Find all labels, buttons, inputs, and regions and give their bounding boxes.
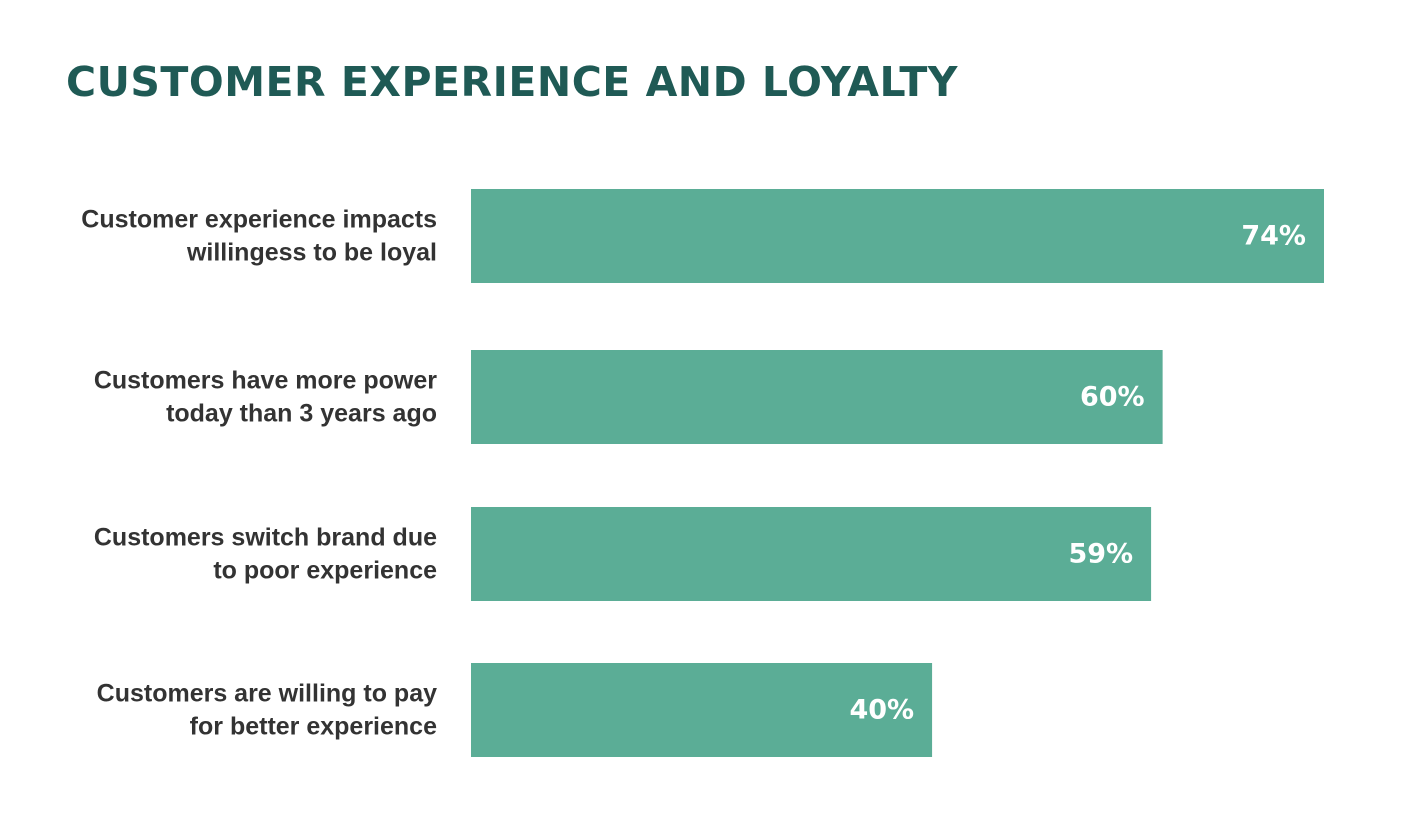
category-label: for better experience (190, 713, 437, 741)
bar-value-label: 40% (849, 695, 914, 726)
bar (471, 663, 933, 757)
bar-value-label: 60% (1080, 382, 1145, 413)
bar (471, 350, 1163, 444)
category-label: to poor experience (213, 557, 437, 585)
chart-title: CUSTOMER EXPERIENCE AND LOYALTY (66, 58, 958, 106)
bar (471, 189, 1324, 283)
category-label: Customers switch brand due (94, 524, 437, 552)
bar (471, 507, 1152, 601)
category-label: willingess to be loyal (186, 239, 437, 267)
category-label: today than 3 years ago (166, 400, 437, 428)
bar-value-label: 74% (1241, 221, 1306, 252)
category-label: Customer experience impacts (81, 206, 437, 234)
category-label: Customers are willing to pay (97, 680, 437, 708)
category-label: Customers have more power (94, 367, 437, 395)
bar-value-label: 59% (1068, 539, 1133, 570)
